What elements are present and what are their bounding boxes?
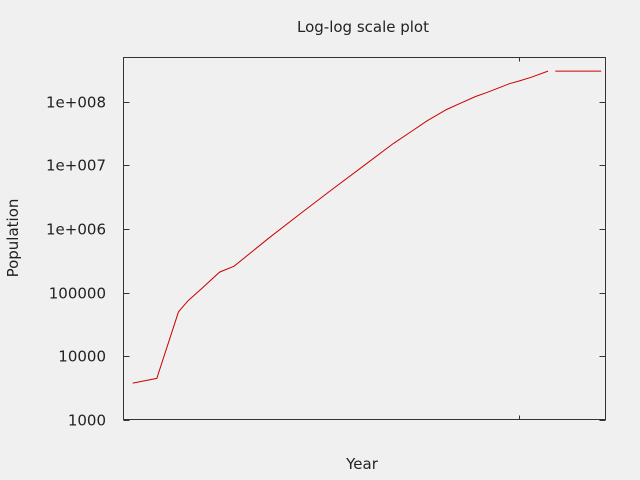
y-axis-label: Population	[4, 199, 22, 278]
y-tick-label: 1000	[68, 412, 106, 430]
series-layer	[132, 70, 602, 384]
y-tick-label: 1e+007	[46, 157, 106, 175]
plot-frame	[123, 57, 606, 420]
y-tick-label: 10000	[58, 348, 106, 366]
x-axis-label: Year	[345, 455, 379, 473]
y-tick-label: 1e+008	[46, 94, 106, 112]
series-line-1	[132, 70, 549, 384]
y-axis-ticks: 1000 10000 100000 1e+006 1e+007 1e+008	[46, 94, 606, 430]
y-tick-label: 100000	[49, 285, 106, 303]
chart-title: Log-log scale plot	[297, 18, 429, 36]
y-tick-label: 1e+006	[46, 221, 106, 239]
